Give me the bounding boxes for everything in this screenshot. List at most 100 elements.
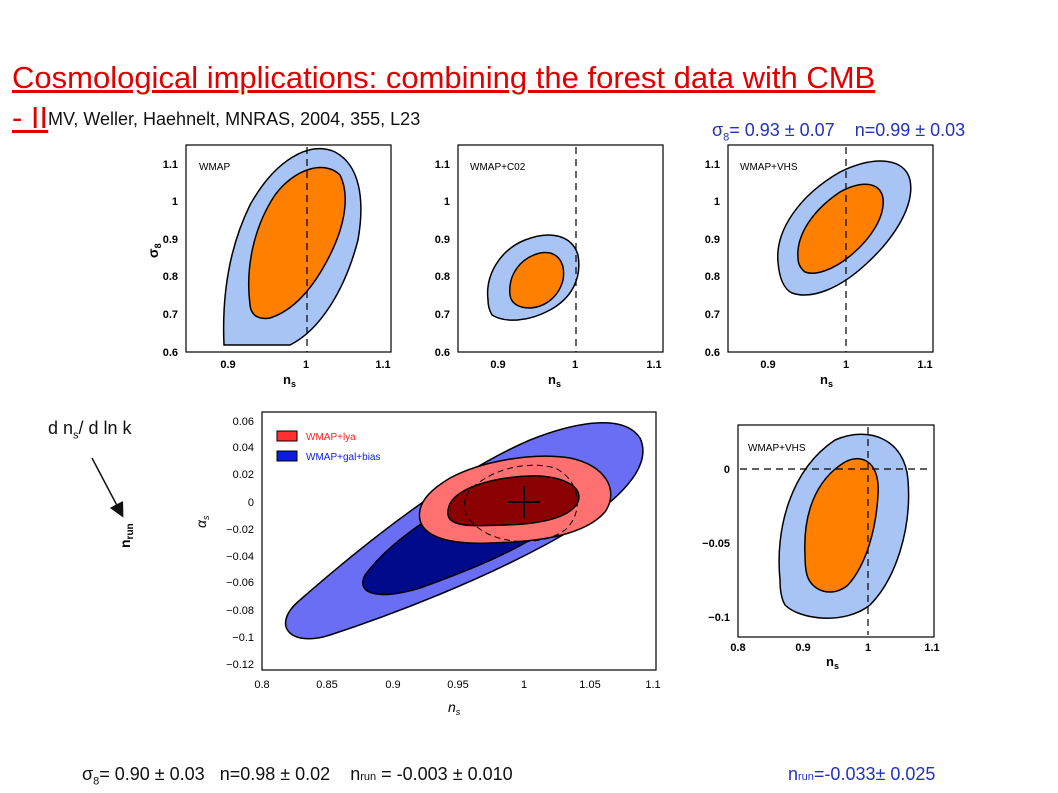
ytick: 1 (444, 196, 450, 208)
x-axis-label: ns (448, 699, 461, 717)
xtick: 1.05 (579, 679, 600, 691)
nrun-symbol: n (788, 764, 799, 784)
sigma-value: = 0.90 ± 0.03 (99, 764, 205, 784)
panel-label: WMAP+VHS (740, 162, 798, 173)
ytick: −0.12 (226, 659, 254, 671)
xtick: 0.9 (795, 642, 810, 654)
result-bottom: σ8= 0.90 ± 0.03 n=0.98 ± 0.02 nrun = -0.… (82, 764, 513, 788)
nrun-value: = -0.003 ± 0.010 (376, 764, 513, 784)
ytick: 0.7 (435, 309, 450, 321)
dlnk-text: / d ln k (78, 418, 132, 438)
panel-running-vhs: WMAP+VHS 0 −0.05 −0.1 0.8 0.9 1 1.1 ns (702, 424, 940, 671)
nrun-subscript: run (360, 771, 377, 783)
xtick: 0.9 (490, 359, 505, 371)
panel-label: WMAP+C02 (470, 162, 526, 173)
ytick: −0.1 (232, 632, 254, 644)
x-axis-label: ns (283, 372, 296, 389)
result-bottom-right: nrun=-0.033± 0.025 (788, 764, 935, 785)
ytick: 1.1 (705, 159, 720, 171)
ytick: 0.7 (705, 309, 720, 321)
legend-swatch-wmap-lya (276, 430, 298, 442)
contour-inner-68 (509, 251, 565, 309)
xtick: 1.1 (917, 359, 932, 371)
contour-inner-68 (247, 166, 346, 320)
ytick: 1 (714, 196, 720, 208)
panel-wmap: WMAP 1.1 1 0.9 0.8 0.7 0.6 0.9 1 1.1 ns … (145, 144, 392, 389)
legend-label-wmap-gal-bias: WMAP+gal+bias (306, 452, 380, 463)
contour-inner-68 (804, 457, 879, 593)
panel-running-combined: WMAP+lya WMAP+gal+bias 0.06 0.04 0.02 0 … (193, 411, 661, 717)
n-run-label: nrun (117, 523, 136, 548)
xtick: 1 (572, 359, 578, 371)
panel-wmap-vhs: WMAP+VHS 1.1 1 0.9 0.8 0.7 0.6 0.9 1 1.1… (705, 144, 934, 389)
ytick: −0.06 (226, 577, 254, 589)
xtick: 0.9 (385, 679, 400, 691)
xtick: 0.9 (220, 359, 235, 371)
contour-dashed (463, 464, 578, 542)
legend-label-wmap-lya: WMAP+lya (306, 432, 356, 443)
ytick: 0.6 (435, 347, 450, 359)
ytick: 0.02 (233, 469, 254, 481)
xtick: 0.9 (760, 359, 775, 371)
x-axis-label: ns (826, 654, 839, 671)
ytick: −0.1 (708, 612, 730, 624)
x-axis-label: ns (548, 372, 561, 389)
sigma-symbol: σ (712, 120, 724, 140)
nrun-subscript: run (798, 771, 814, 783)
ytick: −0.05 (702, 538, 730, 550)
xtick: 1 (521, 679, 527, 691)
n-value: n=0.98 ± 0.02 (219, 764, 331, 784)
ytick: 0.9 (705, 234, 720, 246)
ytick: 0.04 (233, 442, 254, 454)
sigma-subscript: 8 (723, 131, 730, 144)
xtick: 0.95 (447, 679, 468, 691)
ytick: 0 (724, 464, 730, 476)
page-title: Cosmological implications: combining the… (12, 60, 876, 95)
ytick: 0 (248, 497, 254, 509)
y-axis-label: αs (193, 515, 211, 528)
xtick: 1.1 (645, 679, 660, 691)
xtick: 1.1 (924, 642, 939, 654)
annotation-arrow (91, 457, 124, 518)
sigma-symbol: σ (82, 764, 94, 784)
xtick: 0.8 (254, 679, 269, 691)
xtick: 1 (303, 359, 309, 371)
xtick: 1.1 (375, 359, 390, 371)
ytick: 0.06 (233, 416, 254, 428)
result-top: σ8= 0.93 ± 0.07 n=0.99 ± 0.03 (712, 120, 965, 144)
sigma-value: = 0.93 ± 0.07 (729, 120, 835, 140)
dns-dlnk-label: d ns/ d ln k (48, 418, 132, 442)
ytick: 1.1 (163, 159, 178, 171)
ytick: −0.08 (226, 605, 254, 617)
ytick: −0.04 (226, 551, 254, 563)
sigma-subscript: 8 (93, 775, 100, 788)
ytick: 0.6 (705, 347, 720, 359)
ytick: 0.8 (705, 271, 720, 283)
ytick: 1.1 (435, 159, 450, 171)
panel-label: WMAP (199, 162, 230, 173)
page-title-continuation: - II (12, 100, 49, 135)
x-axis-label: ns (820, 372, 833, 389)
legend-swatch-wmap-gal-bias (276, 450, 298, 462)
nrun-value: =-0.033± 0.025 (813, 764, 936, 784)
ytick: 1 (172, 196, 178, 208)
ytick: 0.6 (163, 347, 178, 359)
ytick: 0.8 (435, 271, 450, 283)
n-value: n=0.99 ± 0.03 (854, 120, 966, 140)
ytick: 0.9 (435, 234, 450, 246)
dns-text: d n (48, 418, 74, 438)
xtick: 1.1 (646, 359, 661, 371)
xtick: 0.8 (730, 642, 745, 654)
dns-subscript: s (73, 429, 79, 442)
xtick: 1 (843, 359, 849, 371)
ytick: 0.7 (163, 309, 178, 321)
panel-label: WMAP+VHS (748, 443, 806, 454)
ytick: 0.9 (163, 234, 178, 246)
y-axis-label: σ8 (145, 243, 163, 258)
contour-inner-68 (797, 183, 884, 274)
xtick: 1 (865, 642, 871, 654)
xtick: 0.85 (316, 679, 337, 691)
ytick: 0.8 (163, 271, 178, 283)
reference-citation: MV, Weller, Haehnelt, MNRAS, 2004, 355, … (48, 109, 421, 129)
